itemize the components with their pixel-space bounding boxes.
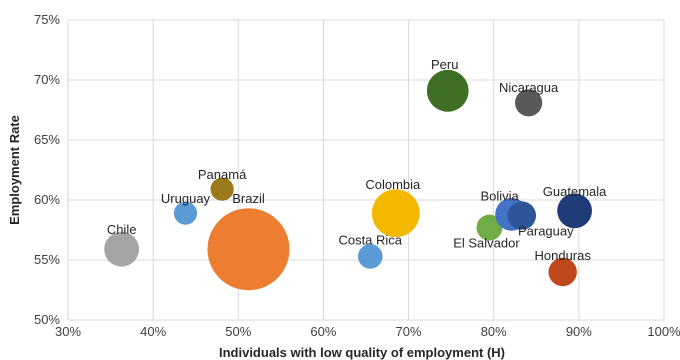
x-axis-title: Individuals with low quality of employme… [219,345,505,360]
bubble-chile [104,231,140,267]
y-tick-label: 65% [34,132,60,147]
data-label: Honduras [534,248,591,263]
data-label: Nicaragua [499,80,559,95]
x-tick-label: 100% [647,324,680,339]
x-tick-label: 40% [140,324,166,339]
bubble-guatemala [557,193,592,229]
x-tick-label: 70% [396,324,422,339]
data-label: El Salvador [453,236,520,251]
bubble-panam- [210,177,234,201]
data-label: Bolivia [480,188,519,203]
data-label: Panamá [198,167,247,182]
bubble-paraguay [507,201,537,230]
data-label: Uruguay [161,191,211,206]
bubble-uruguay [173,201,198,225]
y-tick-label: 60% [34,192,60,207]
bubble-honduras [548,257,577,287]
x-tick-label: 80% [481,324,507,339]
x-tick-label: 60% [310,324,336,339]
data-label: Peru [431,57,458,72]
bubble-el-salvador [476,214,503,241]
bubble-peru [426,69,469,112]
y-tick-label: 70% [34,72,60,87]
data-label: Guatemala [543,184,607,199]
axis-ticks: 30% 40% 50% 60% 70% 80% 90% 100% 50% 55% 60% 65% 70%… [34,12,680,339]
x-tick-label: 50% [225,324,251,339]
bubble-colombia [371,189,420,238]
data-label: Costa Rica [338,232,402,247]
y-axis-title: Employment Rate [7,115,22,225]
data-label: Brazil [232,191,265,206]
y-tick-label: 50% [34,312,60,327]
x-tick-label: 30% [55,324,81,339]
bubble-costa-rica [357,244,383,269]
data-label: Colombia [365,177,421,192]
data-label: Paraguay [518,224,574,239]
data-points [104,69,592,291]
y-tick-label: 75% [34,12,60,27]
bubble-nicaragua [515,89,543,117]
bubble-brazil [207,208,290,291]
data-label: Chile [107,222,137,237]
y-tick-label: 55% [34,252,60,267]
x-tick-label: 90% [566,324,592,339]
data-labels: Chile Uruguay Panamá Brazil Costa Rica Colomb… [107,57,607,263]
